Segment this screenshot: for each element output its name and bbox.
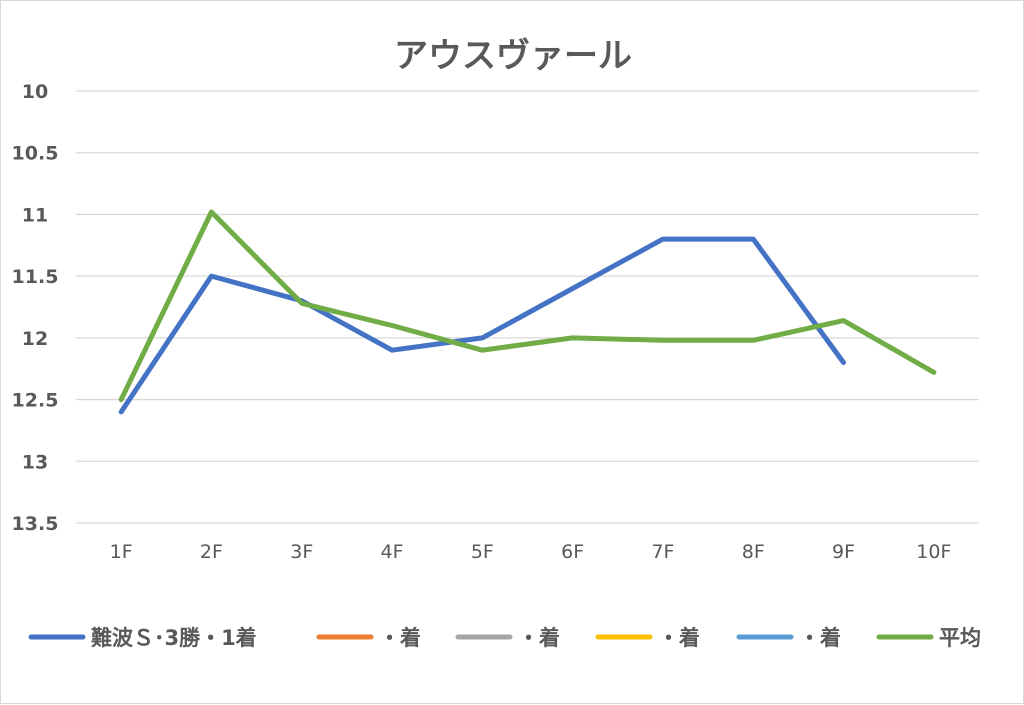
x-tick-label: 9F (832, 541, 855, 563)
x-tick-label: 5F (471, 541, 494, 563)
series-line-0 (118, 236, 846, 415)
x-tick-label: 4F (381, 541, 404, 563)
x-tick-label: 7F (651, 541, 674, 563)
y-tick-label: 13 (22, 451, 48, 473)
y-tick-label: 12 (22, 328, 48, 350)
legend-label: ・着 (658, 626, 700, 650)
x-tick-label: 10F (916, 541, 951, 563)
legend-label: ・着 (518, 626, 560, 650)
y-tick-label: 10 (22, 81, 48, 103)
x-tick-label: 1F (110, 541, 133, 563)
x-tick-label: 3F (290, 541, 313, 563)
y-axis-ticks: 10 10.5 11 11.5 12 12.5 13 13.5 (12, 81, 59, 535)
x-tick-label: 6F (561, 541, 584, 563)
legend: 難波Ｓ･3勝・1着 ・着 ・着 ・着 ・着 平均 (28, 626, 981, 650)
legend-label: 平均 (939, 626, 981, 650)
legend-label: 難波Ｓ･3勝・1着 (91, 626, 257, 650)
series-lines (118, 209, 937, 415)
gridlines (76, 90, 979, 524)
legend-label: ・着 (799, 626, 841, 650)
y-tick-label: 12.5 (12, 390, 59, 412)
x-tick-label: 8F (742, 541, 765, 563)
legend-label: ・着 (379, 626, 421, 650)
y-tick-label: 10.5 (12, 143, 59, 165)
series-line-5 (118, 209, 937, 403)
chart-title: アウスヴァール (394, 36, 632, 76)
x-tick-label: 2F (200, 541, 223, 563)
y-tick-label: 13.5 (12, 513, 59, 535)
y-tick-label: 11 (22, 204, 48, 226)
y-tick-label: 11.5 (12, 266, 59, 288)
x-axis-ticks: 1F 2F 3F 4F 5F 6F 7F 8F 9F 10F (110, 541, 952, 563)
